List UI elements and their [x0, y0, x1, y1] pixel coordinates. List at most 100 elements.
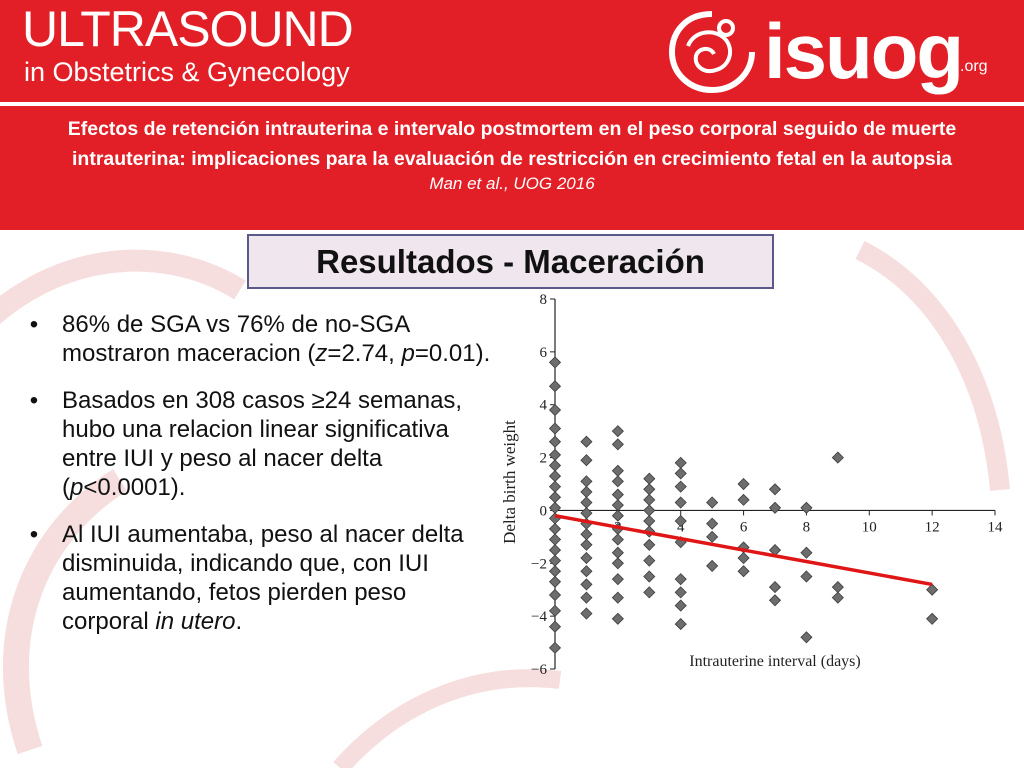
section-title: Resultados - Maceración — [316, 243, 705, 280]
data-point — [674, 467, 687, 480]
data-point — [674, 618, 687, 631]
finding-text: =2.74, — [327, 340, 402, 367]
bullet-icon: • — [29, 311, 39, 338]
data-point — [580, 565, 593, 578]
finding-item-maceration: • 86% de SGA vs 76% de no-SGA mostraron … — [24, 310, 494, 368]
data-point — [643, 504, 656, 517]
x-tick-label: 12 — [925, 519, 940, 535]
data-point — [737, 551, 750, 565]
bullet-icon: • — [29, 387, 39, 414]
data-point — [674, 456, 687, 469]
data-point — [611, 475, 624, 488]
data-point — [580, 607, 593, 620]
x-axis-label: Intrauterine interval (days) — [689, 653, 860, 670]
data-point — [706, 530, 719, 543]
data-point — [548, 620, 562, 633]
logo-suffix: .org — [960, 58, 988, 75]
y-tick-label: 0 — [540, 503, 548, 519]
data-point — [548, 422, 562, 435]
data-point — [643, 554, 656, 567]
data-point — [643, 570, 656, 583]
y-tick-label: −2 — [531, 556, 547, 572]
finding-text: Al IUI aumentaba, peso al nacer delta di… — [62, 521, 464, 635]
data-point — [580, 551, 593, 565]
journal-title: ULTRASOUND — [22, 1, 354, 57]
data-point — [611, 573, 624, 586]
data-point — [674, 514, 687, 528]
data-point — [548, 501, 562, 514]
fetus-logo-icon — [668, 11, 755, 94]
data-point — [831, 581, 844, 594]
data-point — [611, 557, 624, 570]
data-point — [800, 631, 813, 644]
data-point — [548, 533, 562, 546]
data-point — [580, 435, 593, 448]
data-point — [548, 380, 562, 393]
study-banner: Efectos de retención intrauterina e inte… — [0, 106, 1024, 230]
x-tick-label: 10 — [862, 519, 877, 535]
data-point — [737, 477, 750, 491]
y-tick-label: 2 — [540, 451, 548, 467]
data-point — [548, 604, 562, 617]
data-point — [643, 514, 656, 528]
data-point — [674, 586, 687, 599]
data-point — [548, 544, 562, 557]
data-point — [643, 472, 656, 485]
data-point — [548, 435, 562, 448]
data-point — [706, 559, 719, 572]
data-point — [548, 588, 562, 602]
data-point — [611, 591, 624, 604]
y-tick-label: 8 — [540, 292, 548, 308]
data-point — [643, 493, 656, 506]
data-point — [800, 546, 813, 559]
data-point — [611, 425, 624, 438]
data-point — [548, 459, 562, 472]
data-point — [611, 499, 624, 512]
logo-text: isuog — [764, 7, 964, 95]
finding-text: <0.0001). — [83, 474, 186, 501]
data-point — [768, 581, 782, 594]
study-title: Efectos de retención intrauterina e inte… — [67, 118, 957, 170]
data-point — [611, 612, 624, 625]
y-tick-label: −6 — [531, 662, 547, 678]
finding-text: . — [235, 608, 243, 635]
data-point — [580, 454, 593, 467]
y-axis-label: Delta birth weight — [500, 420, 519, 544]
data-point — [674, 480, 687, 493]
data-point — [580, 538, 593, 551]
finding-stat-symbol: z — [315, 340, 328, 367]
y-tick-label: −4 — [531, 609, 547, 625]
data-point — [548, 565, 562, 578]
data-point — [926, 583, 939, 596]
data-point — [643, 483, 656, 496]
data-point — [548, 512, 562, 525]
findings-list: • 86% de SGA vs 76% de no-SGA mostraron … — [24, 310, 494, 654]
data-point — [706, 496, 719, 509]
data-point — [831, 591, 844, 604]
data-point — [580, 475, 593, 488]
data-point — [643, 538, 656, 551]
data-point — [548, 480, 562, 493]
finding-text: =0.01). — [414, 340, 491, 367]
data-point — [768, 483, 782, 496]
data-point — [580, 507, 593, 520]
data-point — [548, 491, 562, 504]
data-point — [674, 496, 687, 509]
data-point — [580, 591, 593, 604]
data-point — [674, 599, 687, 612]
background-swirl-decoration — [0, 241, 1010, 768]
data-point — [548, 554, 562, 567]
finding-item-linear-relation: • Basados en 308 casos ≥24 semanas, hubo… — [24, 386, 494, 502]
data-point — [800, 501, 813, 514]
data-point — [548, 575, 562, 588]
y-tick-label: 6 — [540, 345, 548, 361]
finding-stat-symbol: p — [70, 474, 84, 501]
data-point — [674, 573, 687, 586]
data-point — [737, 493, 750, 506]
data-point — [611, 438, 624, 451]
data-point — [548, 448, 562, 461]
journal-subtitle: in Obstetrics & Gynecology — [24, 57, 350, 87]
data-point — [768, 594, 782, 607]
data-point — [831, 451, 844, 464]
